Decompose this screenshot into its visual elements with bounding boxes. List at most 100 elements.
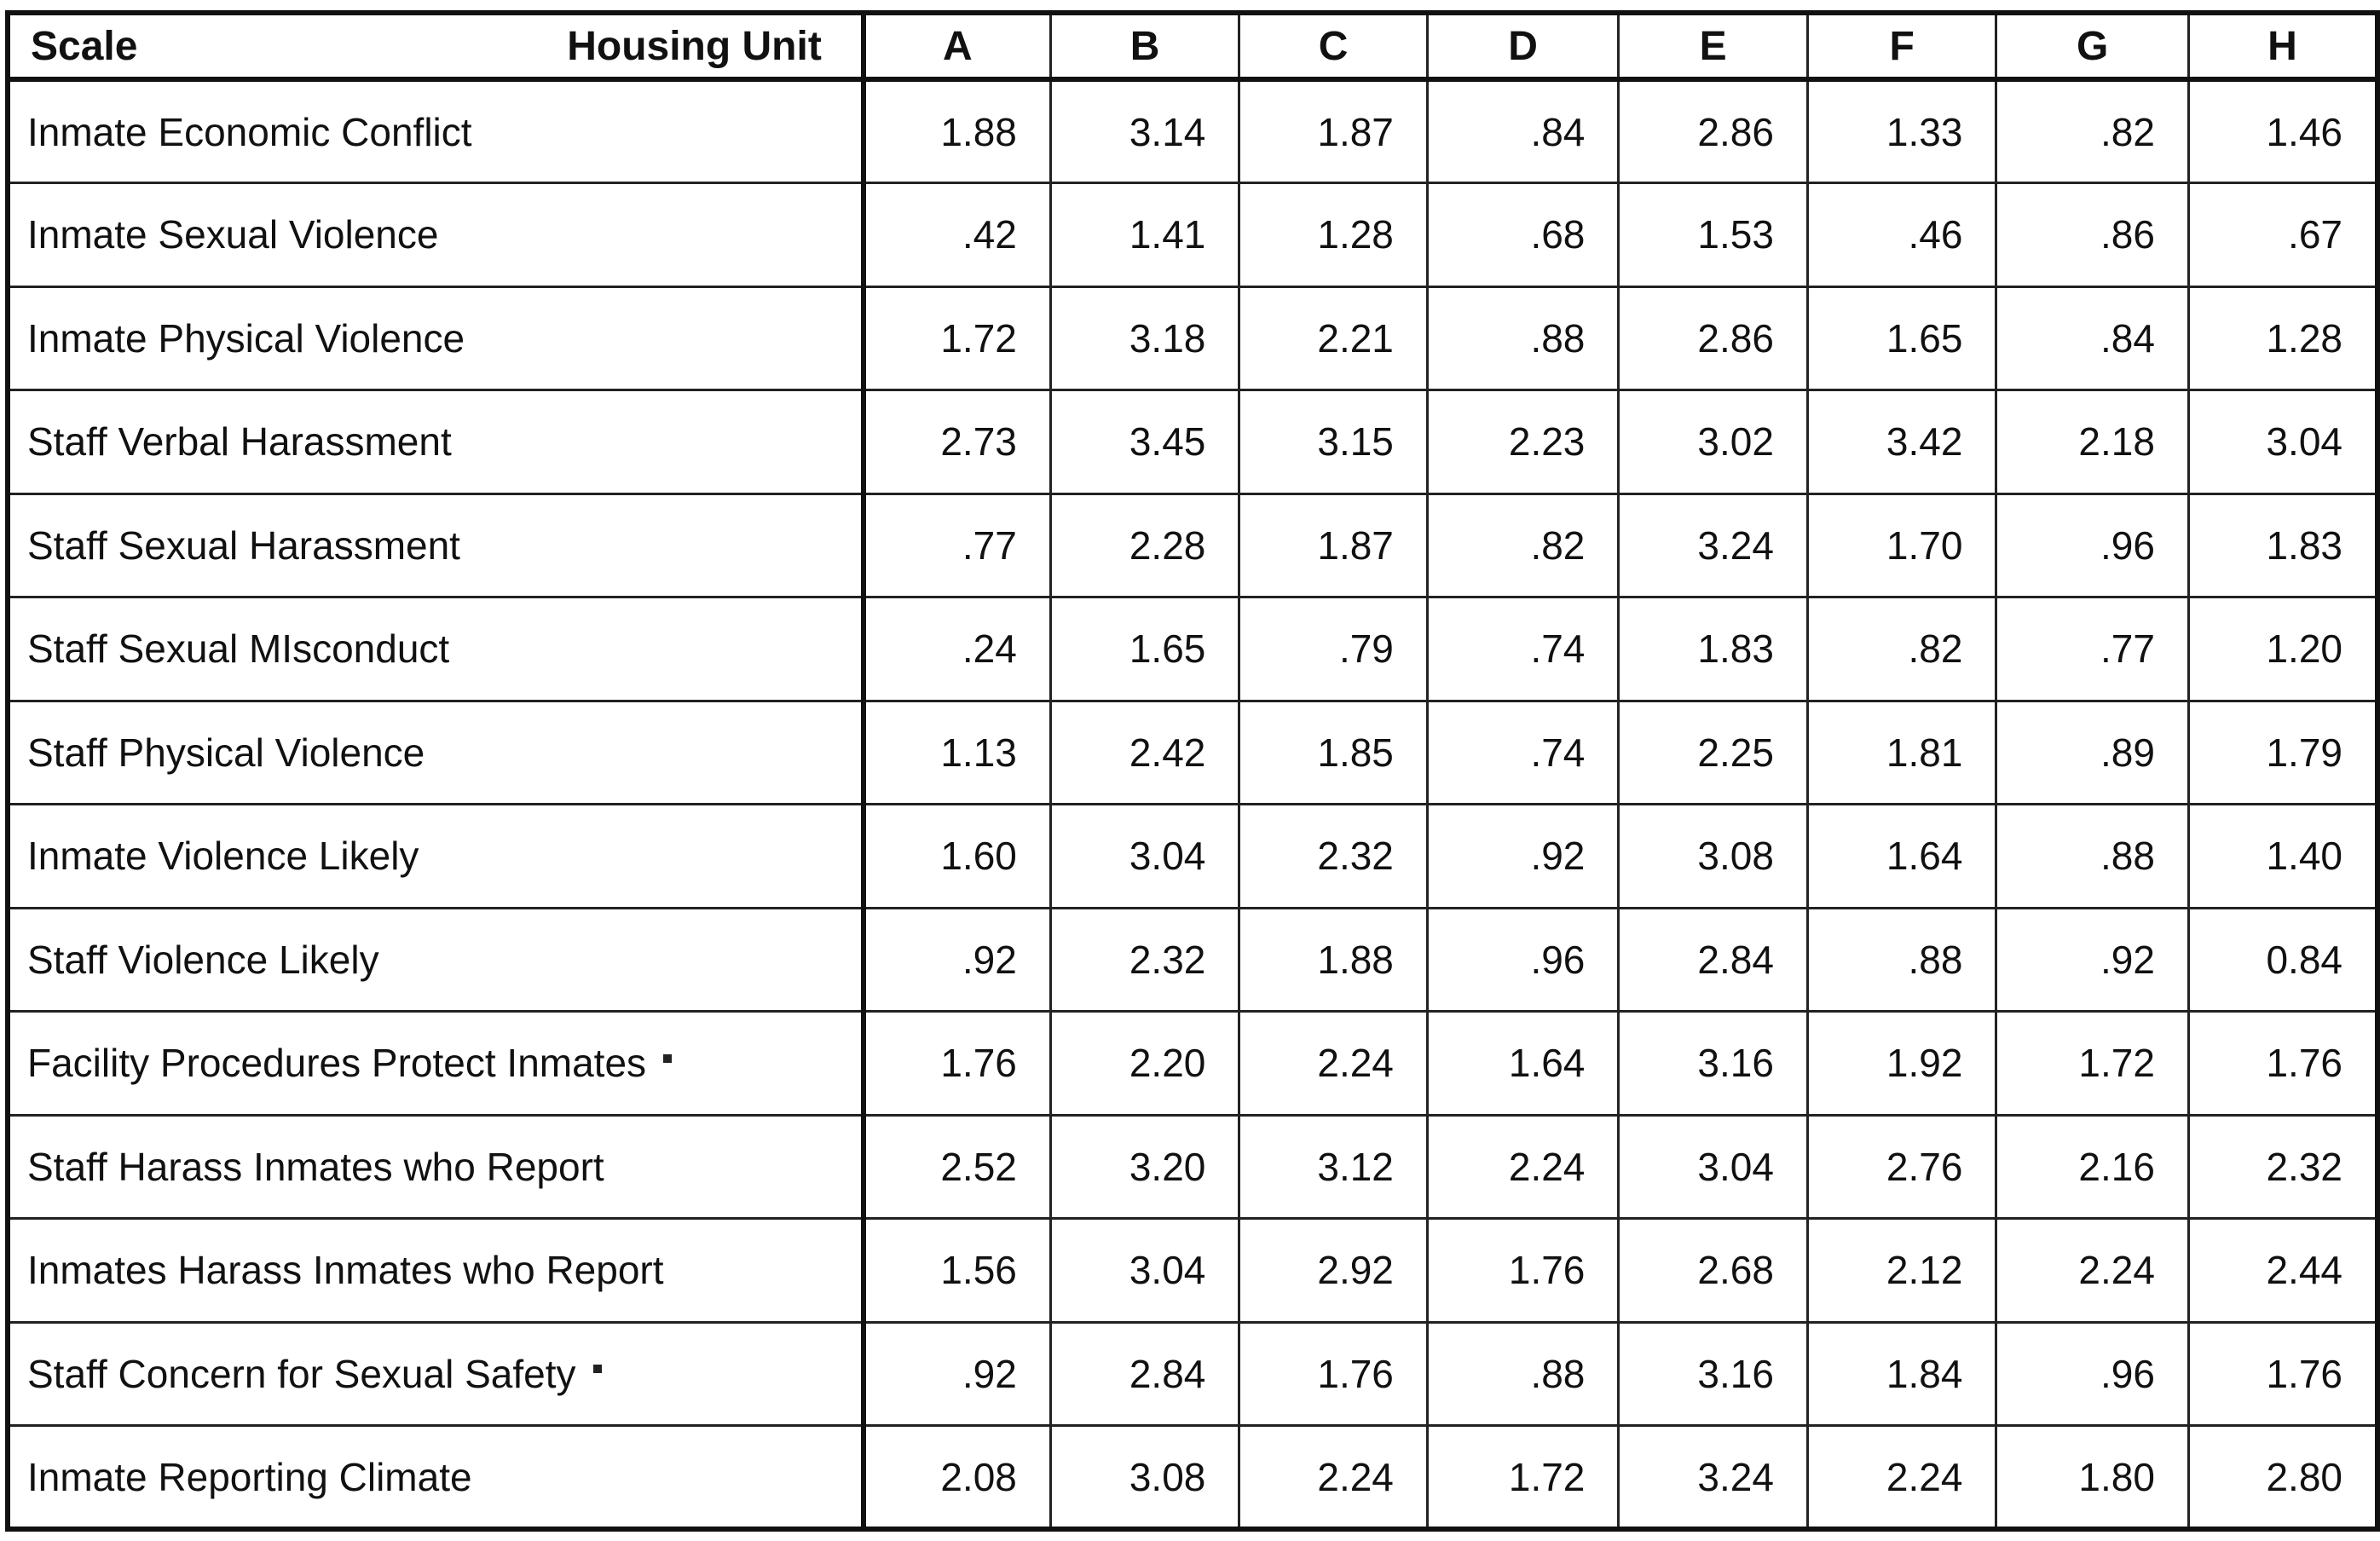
scale-name-cell: Inmate Violence Likely — [6, 803, 866, 909]
table-row: Inmate Reporting Climate 2.08 3.08 2.24 1.72… — [6, 1424, 2379, 1531]
value-cell-f: .82 — [1805, 596, 1998, 702]
table-row: Staff Concern for Sexual Safety .92 2.84 1.… — [6, 1320, 2379, 1427]
column-header-b: B — [1048, 11, 1241, 82]
table-row: Staff Sexual MIsconduct .24 1.65.79.74 1.83… — [6, 596, 2379, 702]
value-cell-b: 2.28 — [1048, 492, 1241, 598]
value-cell-b: 3.08 — [1048, 1424, 1241, 1531]
value-cell-g: .92 — [1995, 906, 2190, 1013]
column-header-h: H — [2186, 11, 2379, 82]
value-cell-e: 3.02 — [1617, 389, 1809, 495]
value-cell-h: 2.32 — [2186, 1113, 2379, 1220]
column-header-a: A — [862, 11, 1052, 82]
table-row: Inmate Sexual Violence .42 1.41 1.28.68 1.53… — [6, 182, 2379, 288]
value-cell-h: 1.76 — [2186, 1010, 2379, 1117]
value-cell-f: 3.42 — [1805, 389, 1998, 495]
scale-name-cell: Inmate Reporting Climate — [6, 1424, 866, 1531]
value-cell-f: 2.76 — [1805, 1113, 1998, 1220]
scale-name-cell: Staff Concern for Sexual Safety — [6, 1320, 866, 1427]
column-header-c: C — [1238, 11, 1429, 82]
value-cell-e: 3.24 — [1617, 1424, 1809, 1531]
value-cell-f: 1.64 — [1805, 803, 1998, 909]
value-cell-f: 1.65 — [1805, 285, 1998, 391]
value-cell-d: 1.64 — [1425, 1010, 1620, 1117]
value-cell-c: .79 — [1238, 596, 1429, 702]
value-cell-f: .46 — [1805, 182, 1998, 288]
scale-name-cell: Inmate Economic Conflict — [6, 78, 866, 184]
value-cell-e: 2.25 — [1617, 699, 1809, 805]
value-cell-e: 3.16 — [1617, 1010, 1809, 1117]
scale-name: Inmate Reporting Climate — [27, 1454, 472, 1499]
value-cell-c: 3.12 — [1238, 1113, 1429, 1220]
value-cell-g: .96 — [1995, 1320, 2190, 1427]
value-cell-b: 3.18 — [1048, 285, 1241, 391]
table-row: Inmate Economic Conflict 1.88 3.14 1.87.84 2… — [6, 78, 2379, 184]
value-cell-c: 1.85 — [1238, 699, 1429, 805]
value-cell-d: .74 — [1425, 699, 1620, 805]
value-cell-b: 2.32 — [1048, 906, 1241, 1013]
value-cell-f: 1.33 — [1805, 78, 1998, 184]
value-cell-e: 2.86 — [1617, 285, 1809, 391]
value-cell-a: 1.56 — [862, 1217, 1052, 1324]
scale-name: Staff Sexual MIsconduct — [27, 626, 450, 672]
housing-unit-label: Housing Unit — [567, 23, 822, 69]
value-cell-g: 1.72 — [1995, 1010, 2190, 1117]
value-cell-c: 1.28 — [1238, 182, 1429, 288]
value-cell-e: 3.04 — [1617, 1113, 1809, 1220]
table-row: Staff Physical Violence 1.13 2.42 1.85.74 2.… — [6, 699, 2379, 805]
scale-name: Staff Verbal Harassment — [27, 419, 452, 465]
scale-name-cell: Facility Procedures Protect Inmates — [6, 1010, 866, 1117]
value-cell-h: 1.40 — [2186, 803, 2379, 909]
value-cell-a: .92 — [862, 1320, 1052, 1427]
value-cell-d: .84 — [1425, 78, 1620, 184]
value-cell-g: 2.18 — [1995, 389, 2190, 495]
value-cell-d: .92 — [1425, 803, 1620, 909]
value-cell-c: 1.88 — [1238, 906, 1429, 1013]
value-cell-h: 1.46 — [2186, 78, 2379, 184]
value-cell-g: 2.16 — [1995, 1113, 2190, 1220]
table-row: Staff Verbal Harassment 2.73 3.45 3.15 2.23 3… — [6, 389, 2379, 495]
value-cell-d: 1.76 — [1425, 1217, 1620, 1324]
scale-name-cell: Staff Sexual MIsconduct — [6, 596, 866, 702]
value-cell-f: 1.70 — [1805, 492, 1998, 598]
value-cell-d: .88 — [1425, 285, 1620, 391]
column-header-d: D — [1425, 11, 1620, 82]
value-cell-h: 2.44 — [2186, 1217, 2379, 1324]
table-row: Inmate Violence Likely 1.60 3.04 2.32.92 3.0… — [6, 803, 2379, 909]
value-cell-d: .68 — [1425, 182, 1620, 288]
value-cell-g: .96 — [1995, 492, 2190, 598]
scale-name: Facility Procedures Protect Inmates — [27, 1041, 647, 1086]
table-row: Staff Sexual Harassment .77 2.28 1.87.82 3.2… — [6, 492, 2379, 598]
value-cell-h: 1.20 — [2186, 596, 2379, 702]
table-row: Facility Procedures Protect Inmates 1.76 2… — [6, 1010, 2379, 1117]
scale-name: Inmates Harass Inmates who Report — [27, 1248, 664, 1293]
value-cell-a: 1.72 — [862, 285, 1052, 391]
value-cell-f: 1.84 — [1805, 1320, 1998, 1427]
value-cell-h: 1.28 — [2186, 285, 2379, 391]
scale-name: Inmate Violence Likely — [27, 834, 419, 879]
column-header-f: F — [1805, 11, 1998, 82]
value-cell-b: 3.20 — [1048, 1113, 1241, 1220]
value-cell-g: .77 — [1995, 596, 2190, 702]
value-cell-c: 1.87 — [1238, 78, 1429, 184]
value-cell-f: 1.92 — [1805, 1010, 1998, 1117]
table-row: Staff Violence Likely .92 2.32 1.88.96 2.84.… — [6, 906, 2379, 1013]
value-cell-a: .77 — [862, 492, 1052, 598]
value-cell-h: 3.04 — [2186, 389, 2379, 495]
table-body: Inmate Economic Conflict 1.88 3.14 1.87.84 2… — [6, 78, 2379, 1531]
value-cell-f: 1.81 — [1805, 699, 1998, 805]
table-row: Inmate Physical Violence 1.72 3.18 2.21.88 2… — [6, 285, 2379, 391]
scale-name: Staff Concern for Sexual Safety — [27, 1351, 576, 1396]
value-cell-e: 2.84 — [1617, 906, 1809, 1013]
value-cell-c: 1.76 — [1238, 1320, 1429, 1427]
value-cell-b: 1.41 — [1048, 182, 1241, 288]
value-cell-b: 3.14 — [1048, 78, 1241, 184]
scale-name-cell: Staff Physical Violence — [6, 699, 866, 805]
scale-name-cell: Inmate Physical Violence — [6, 285, 866, 391]
value-cell-a: .24 — [862, 596, 1052, 702]
value-cell-d: 1.72 — [1425, 1424, 1620, 1531]
value-cell-b: 1.65 — [1048, 596, 1241, 702]
value-cell-a: .42 — [862, 182, 1052, 288]
value-cell-e: 3.16 — [1617, 1320, 1809, 1427]
value-cell-a: 1.60 — [862, 803, 1052, 909]
